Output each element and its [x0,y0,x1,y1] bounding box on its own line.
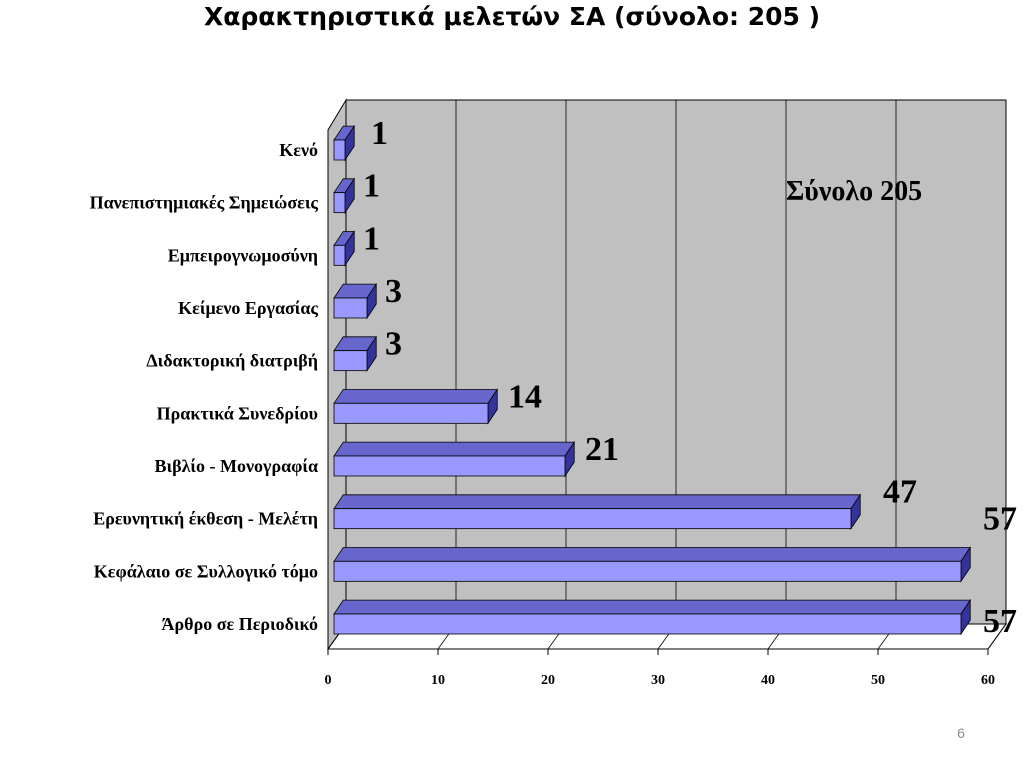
bar-front [333,455,566,477]
value-label: 47 [883,474,917,511]
category-label: Πρακτικά Συνεδρίου [157,403,318,423]
category-label: Βιβλίο - Μονογραφία [155,456,318,476]
bar [333,282,377,320]
bar-front [333,139,346,161]
bar-front [333,244,346,266]
bar-top [333,441,575,457]
bar [333,440,575,478]
bar [333,124,355,162]
category-label: Άρθρο σε Περιοδικό [162,614,318,634]
value-label: 3 [385,273,402,310]
bar [333,493,861,530]
bar-front [333,192,346,214]
value-label: 1 [363,168,380,205]
category-label: Κεφάλαιο σε Συλλογικό τόμο [94,561,318,581]
category-label: Κενό [279,140,318,160]
x-tick-label: 0 [325,673,332,688]
page-number: 6 [957,725,965,741]
chart-axes [327,130,989,655]
value-label: 3 [385,326,402,363]
bar-front [333,560,962,582]
bar [333,388,498,425]
x-tick-label: 50 [871,673,885,688]
value-label: 57 [983,603,1017,640]
bar-front [333,297,368,319]
chart-labels: 0 10 20 30 40 50 60 Κενό 1 Πανεπιστημιακές Σημειώ… [90,115,1017,688]
chart-bars [333,124,971,636]
x-tick-label: 40 [761,673,775,688]
value-label: 1 [371,115,388,152]
x-tick-label: 30 [651,673,665,688]
value-label: 57 [983,500,1017,537]
bar-front [333,402,489,424]
category-label: Εμπειρογνωμοσύνη [168,245,318,265]
category-label: Διδακτορική διατριβή [146,351,318,371]
x-tick-label: 20 [541,673,555,688]
category-label: Κείμενο Εργασίας [178,298,318,318]
bar [333,230,355,267]
bar [333,598,971,636]
x-tick-label: 60 [981,673,995,688]
bar-front [333,508,852,530]
bar-front [333,613,962,635]
category-label: Ερευνητική έκθεση - Μελέτη [93,509,318,529]
bar [333,177,355,214]
bar-top [333,547,971,562]
floor-gridline [987,623,1007,650]
total-annotation: Σύνολο 205 [786,176,922,207]
slide-title: Χαρακτηριστικά μελετών ΣΑ (σύνολο: 205 ) [203,2,821,31]
category-label: Πανεπιστημιακές Σημειώσεις [90,193,319,213]
bar-top [333,494,861,510]
value-label: 14 [508,378,542,415]
bar-top [333,599,971,615]
bar-front [333,350,368,372]
value-label: 1 [363,220,380,257]
bar [333,546,971,583]
bar [333,335,377,372]
x-tick-label: 10 [431,673,445,688]
bar-top [333,389,498,404]
value-label: 21 [585,431,619,468]
